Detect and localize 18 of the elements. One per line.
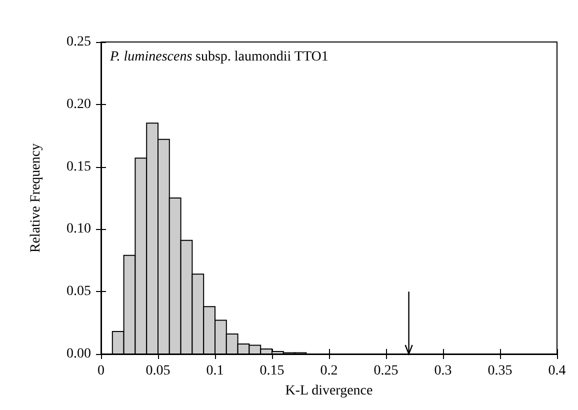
x-tick-label: 0.25 xyxy=(374,364,398,378)
y-tick-label: 0.00 xyxy=(66,346,91,362)
x-tick-label: 0 xyxy=(98,364,104,378)
y-tick-label: 0.20 xyxy=(66,96,91,112)
y-tick-label: 0.25 xyxy=(66,34,91,50)
x-tick-label: 0.35 xyxy=(488,364,512,378)
x-tick-label: 0.15 xyxy=(260,364,284,378)
y-tick-label: 0.10 xyxy=(66,222,91,237)
x-axis-title: K-L divergence xyxy=(285,384,373,398)
y-tick-label: 0.15 xyxy=(66,159,91,174)
x-tick-label: 0.4 xyxy=(548,364,566,378)
x-tick-label: 0.3 xyxy=(434,364,452,378)
x-tick-label: 0.1 xyxy=(206,364,224,378)
x-tick-label: 0.05 xyxy=(146,364,170,378)
y-tick-label: 0.05 xyxy=(66,284,91,300)
annotation: P. luminescens subsp. laumondii TTO1 xyxy=(109,50,328,64)
y-axis-title: Relative Frequency xyxy=(28,143,44,253)
x-tick-label: 0.2 xyxy=(320,364,338,378)
